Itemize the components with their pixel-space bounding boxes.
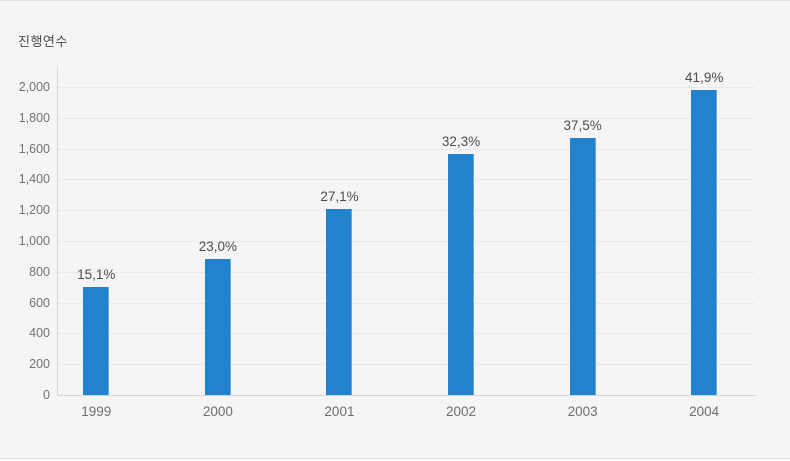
gridline-1,000: [57, 241, 755, 242]
gridline-2,000: [57, 87, 755, 88]
bar-2002: [448, 153, 475, 395]
x-axis-label-2000: 2000: [202, 404, 233, 419]
y-axis-tick-label: 1,000: [18, 234, 50, 248]
y-axis-tick-label: 0: [43, 388, 50, 402]
x-axis-label-2001: 2001: [324, 404, 355, 419]
bar-value-label-1999: 15,1%: [77, 267, 116, 283]
y-axis-tick-label: 200: [29, 357, 50, 372]
bar-value-label-2001: 27,1%: [320, 188, 359, 204]
bar-value-label-2000: 23,0%: [198, 239, 238, 255]
bar-value-label-2004: 41,9%: [685, 70, 724, 86]
bar-2000: [204, 259, 231, 395]
x-axis-label-1999: 1999: [81, 404, 112, 419]
y-axis-tick-label: 400: [29, 326, 50, 341]
gridline-1,800: [57, 117, 755, 119]
gridline-800: [57, 271, 755, 273]
y-axis-tick-label: 1,200: [18, 203, 50, 218]
x-axis-label-2002: 2002: [446, 404, 477, 419]
y-axis-tick-label: 1,600: [18, 141, 50, 156]
gridline-200: [57, 364, 755, 366]
bar-1999: [83, 287, 110, 395]
gridline-400: [57, 333, 755, 335]
bar-2001: [326, 208, 353, 395]
x-axis-line: [57, 395, 755, 396]
bar-value-label-2003: 37,5%: [563, 117, 602, 133]
bar-2004: [691, 90, 718, 395]
bar-value-label-2002: 32,3%: [441, 133, 481, 149]
gridline-1,400: [57, 179, 755, 181]
y-axis-tick-label: 800: [29, 264, 50, 279]
x-axis-label-2004: 2004: [689, 404, 720, 419]
y-axis-tick-label: 1,400: [18, 172, 50, 187]
y-axis-line: [57, 67, 58, 395]
y-axis-tick-label: 600: [29, 295, 50, 310]
y-axis-tick-label: 2,000: [18, 80, 50, 94]
x-axis-label-2003: 2003: [567, 404, 598, 419]
chart-title: 진행연수: [18, 34, 68, 49]
gridline-1,200: [57, 210, 755, 212]
bar-2003: [569, 137, 596, 395]
gridline-1,600: [57, 148, 755, 150]
gridline-600: [57, 302, 755, 304]
y-axis-tick-label: 1,800: [18, 110, 50, 125]
